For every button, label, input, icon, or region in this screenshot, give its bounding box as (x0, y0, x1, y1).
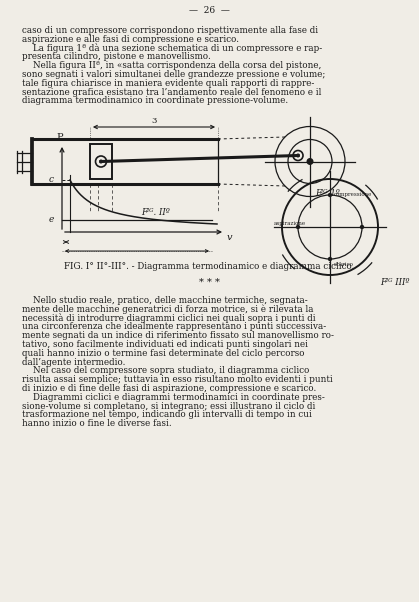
Text: caso di un compressore corrispondono rispettivamente alla fase di: caso di un compressore corrispondono ris… (22, 26, 318, 35)
Text: necessità di introdurre diagrammi ciclici nei quali sopra i punti di: necessità di introdurre diagrammi ciclic… (22, 314, 316, 323)
Text: trasformazione nel tempo, indicando gli intervalli di tempo in cui: trasformazione nel tempo, indicando gli … (22, 411, 312, 420)
Text: —  26  —: — 26 — (189, 6, 230, 15)
Text: Fᴵᴳ IIIº: Fᴵᴳ IIIº (380, 278, 409, 287)
Text: P: P (57, 133, 63, 142)
Text: compressione: compressione (334, 191, 372, 197)
Circle shape (296, 154, 300, 158)
Text: tale figura chiarisce in maniera evidente quali rapporti di rappre-: tale figura chiarisce in maniera evident… (22, 79, 314, 88)
Text: sentazione grafica esistano tra l’andamento reale del fenomeno e il: sentazione grafica esistano tra l’andame… (22, 88, 321, 96)
Text: Fᴵᴳ. IIº: Fᴵᴳ. IIº (141, 208, 169, 217)
Text: presenta cilindro, pistone e manovellismo.: presenta cilindro, pistone e manovellism… (22, 52, 211, 61)
Bar (90, 144, 112, 179)
Text: di inizio e di fine delle fasi di aspirazione, compressione e scarico.: di inizio e di fine delle fasi di aspira… (22, 384, 316, 393)
Text: v: v (227, 233, 233, 242)
Text: e: e (49, 216, 54, 225)
Circle shape (96, 156, 106, 167)
Text: Nello studio reale, pratico, delle macchine termiche, segnata-: Nello studio reale, pratico, delle macch… (22, 296, 308, 305)
Text: sione-volume si completano, si integrano; essi illustrano il ciclo di: sione-volume si completano, si integrano… (22, 402, 316, 411)
Text: FIG. I° II°-III°. - Diagramma termodinamico e diagramma ciclico.: FIG. I° II°-III°. - Diagramma termodinam… (64, 262, 355, 271)
Text: aspirazione e alle fasi di compressione e scarico.: aspirazione e alle fasi di compressione … (22, 35, 239, 44)
Circle shape (293, 150, 303, 161)
Text: risulta assai semplice; tuttavia in esso risultano molto evidenti i punti: risulta assai semplice; tuttavia in esso… (22, 375, 333, 384)
Text: mente delle macchine generatrici di forza motrice, si è rilevata la: mente delle macchine generatrici di forz… (22, 305, 313, 314)
Text: La figura 1ª dà una sezione schematica di un compressore e rap-: La figura 1ª dà una sezione schematica d… (22, 43, 322, 54)
Text: Fᴵᴳ 1º: Fᴵᴳ 1º (315, 189, 340, 198)
Text: tativo, sono facilmente individuati ed indicati punti singolari nei: tativo, sono facilmente individuati ed i… (22, 340, 308, 349)
Circle shape (307, 158, 313, 165)
Text: aspirazione: aspirazione (274, 221, 306, 226)
Circle shape (360, 225, 364, 229)
Text: diagramma termodinamico in coordinate pressione-volume.: diagramma termodinamico in coordinate pr… (22, 96, 288, 105)
Circle shape (328, 257, 332, 261)
Text: mente segnati da un indice di riferimento fissato sul manovellismo ro-: mente segnati da un indice di riferiment… (22, 331, 334, 340)
Text: quali hanno inizio o termine fasi determinate del ciclo percorso: quali hanno inizio o termine fasi determ… (22, 349, 305, 358)
Text: Nella figura IIª, in «satta corrispondenza della corsa del pistone,: Nella figura IIª, in «satta corrisponden… (22, 61, 321, 70)
Circle shape (99, 160, 103, 164)
Circle shape (328, 193, 332, 197)
Text: * * *: * * * (199, 278, 220, 287)
Text: hanno inizio o fine le diverse fasi.: hanno inizio o fine le diverse fasi. (22, 419, 172, 428)
Text: Nel caso del compressore sopra studiato, il diagramma ciclico: Nel caso del compressore sopra studiato,… (22, 367, 309, 376)
Text: Diagrammi ciclici e diagrammi termodinamici in coordinate pres-: Diagrammi ciclici e diagrammi termodinam… (22, 393, 325, 402)
Text: c: c (49, 176, 54, 184)
Text: scarico: scarico (334, 262, 354, 267)
Circle shape (296, 225, 300, 229)
Text: 3: 3 (151, 117, 157, 125)
Text: dall’agente intermedio.: dall’agente intermedio. (22, 358, 125, 367)
Text: una circonferenza che idealmente rappresentano i punti successiva-: una circonferenza che idealmente rappres… (22, 323, 326, 331)
Text: sono segnati i valori simultanei delle grandezze pressione e volume;: sono segnati i valori simultanei delle g… (22, 70, 326, 79)
